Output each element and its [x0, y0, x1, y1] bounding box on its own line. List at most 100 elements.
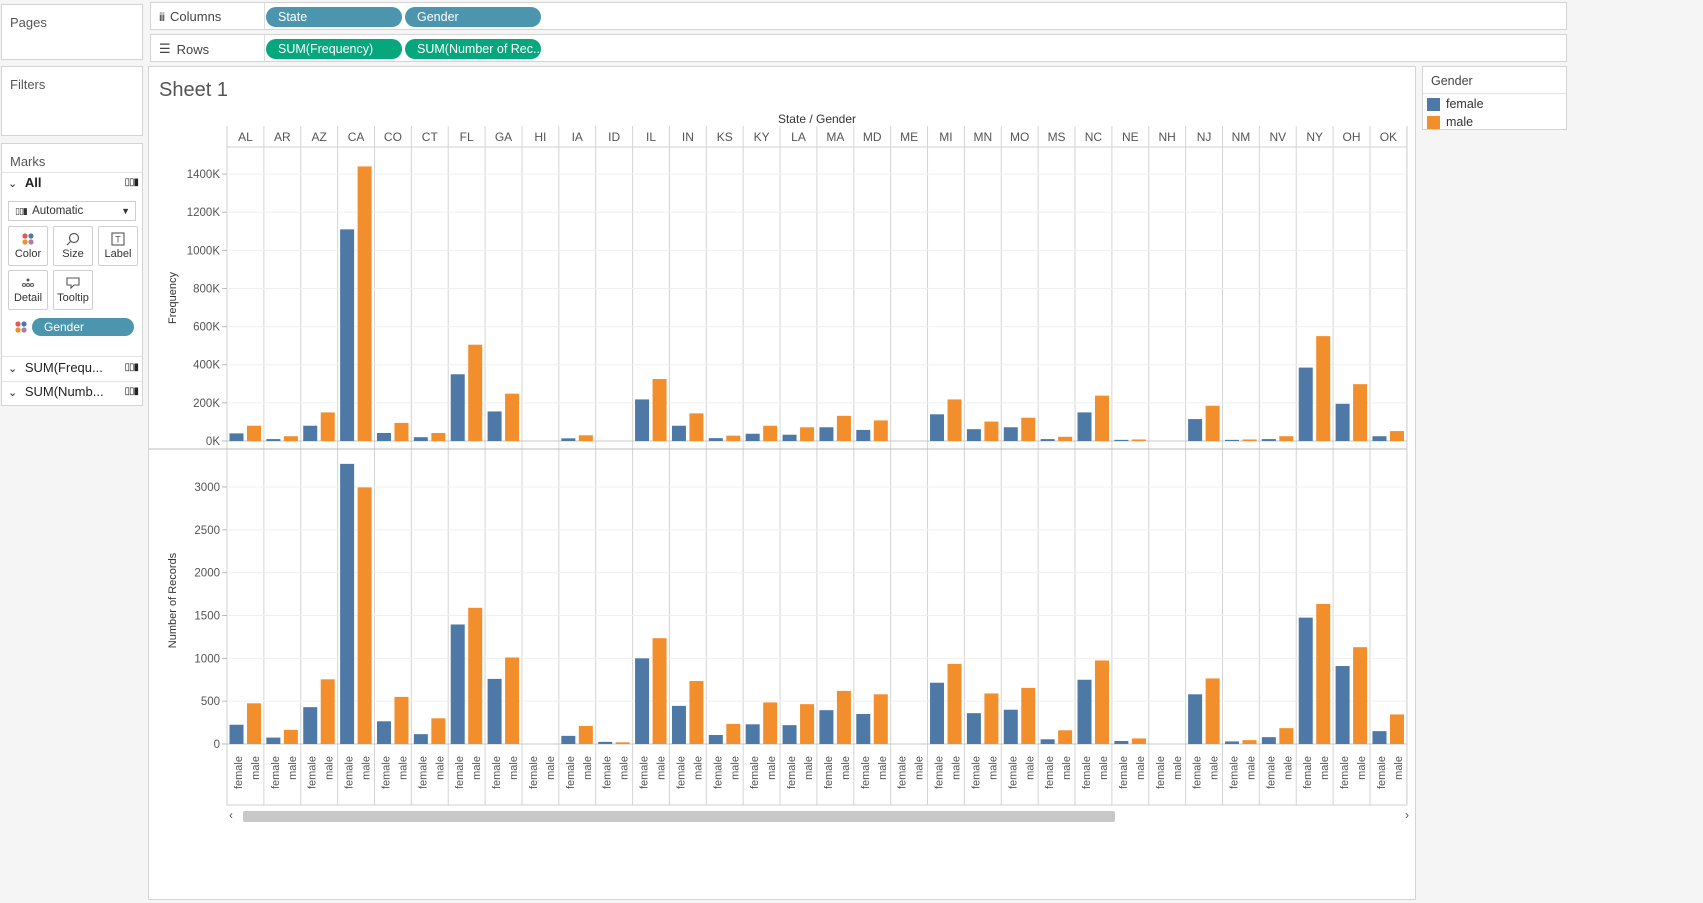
gender-label: male — [840, 756, 852, 780]
filters-card[interactable]: Filters — [1, 66, 143, 136]
bar-male — [947, 663, 962, 744]
state-label: KS — [717, 130, 733, 144]
gender-label: female — [1007, 756, 1019, 789]
bar-female — [782, 434, 797, 441]
bar-male — [1353, 384, 1368, 441]
sheet-view[interactable]: Sheet 1 State / Gender AL AR AZ CA CO CT FL GA HI… — [148, 66, 1416, 900]
bar-male — [1058, 730, 1073, 744]
bar-male — [984, 421, 999, 441]
bar-male — [1095, 660, 1110, 744]
legend-title: Gender — [1431, 74, 1473, 88]
gender-label: male — [1098, 756, 1110, 780]
bar-female — [708, 438, 723, 441]
bar-female — [745, 724, 760, 744]
chart-area[interactable]: State / Gender AL AR AZ CA CO CT FL GA HI IA ID IL IN… — [149, 107, 1415, 897]
bar-male — [873, 420, 888, 441]
marks-all-row[interactable]: ⌄ All ▯▯▮ — [8, 175, 139, 190]
bar-female — [635, 658, 650, 744]
bar-male — [283, 436, 298, 441]
marks-measure-row-records[interactable]: ⌄ SUM(Numb... ▯▯▮ — [8, 384, 139, 399]
bar-female — [1335, 403, 1350, 441]
gender-label: male — [1393, 756, 1405, 780]
columns-shelf[interactable]: iii Columns State Gender — [150, 2, 1567, 30]
bar-male — [726, 435, 741, 441]
state-label: AL — [238, 130, 253, 144]
gender-label: female — [344, 756, 356, 789]
rows-shelf[interactable]: ☰ Rows SUM(Frequency) SUM(Number of Rec.… — [150, 34, 1567, 62]
mark-type-dropdown[interactable]: ▯▯▮ Automatic ▼ — [8, 201, 136, 221]
state-label: MD — [863, 130, 882, 144]
gender-label: male — [914, 756, 926, 780]
bar-female — [1224, 741, 1239, 744]
bar-male — [431, 718, 446, 744]
bar-female — [1003, 427, 1018, 441]
color-icon — [15, 321, 27, 333]
bar-male — [1242, 740, 1257, 744]
bar-male — [431, 432, 446, 441]
gender-label: female — [823, 756, 835, 789]
detail-button[interactable]: Detail — [8, 270, 48, 310]
bar-male — [320, 412, 335, 441]
gender-label: female — [860, 756, 872, 789]
rows-pill-number-of-records[interactable]: SUM(Number of Rec.. — [405, 39, 541, 59]
state-label: ME — [900, 130, 918, 144]
bar-female — [1372, 436, 1387, 441]
bar-female — [966, 429, 981, 441]
color-button[interactable]: Color — [8, 226, 48, 266]
bar-male — [468, 344, 483, 441]
bar-male — [1131, 738, 1146, 744]
scroll-left-icon[interactable]: ‹ — [229, 808, 233, 822]
y-tick-label: 3000 — [194, 482, 220, 494]
tooltip-button[interactable]: Tooltip — [53, 270, 93, 310]
state-label: FL — [460, 130, 474, 144]
y-tick-label: 0 — [214, 739, 220, 751]
gender-label: female — [1192, 756, 1204, 789]
bar-chart-icon: ▯▯▮ — [15, 206, 28, 216]
scroll-right-icon[interactable]: › — [1405, 808, 1409, 822]
scrollbar-thumb[interactable] — [243, 811, 1115, 822]
y-tick-label: 400K — [193, 360, 220, 372]
columns-pill-gender[interactable]: Gender — [405, 7, 541, 27]
gender-label: male — [729, 756, 741, 780]
bar-female — [966, 713, 981, 744]
y-axis-title: Number of Records — [167, 552, 179, 648]
color-pill-gender[interactable]: Gender — [32, 318, 134, 336]
bar-female — [561, 735, 576, 744]
gender-label: female — [1265, 756, 1277, 789]
rows-pill-frequency[interactable]: SUM(Frequency) — [266, 39, 402, 59]
marks-title: Marks — [10, 154, 46, 169]
legend-item-male[interactable]: male — [1427, 115, 1473, 129]
y-tick-label: 1000 — [194, 653, 220, 665]
legend-item-female[interactable]: female — [1427, 97, 1484, 111]
columns-pill-state[interactable]: State — [266, 7, 402, 27]
bar-male — [836, 690, 851, 744]
horizontal-scrollbar[interactable]: ‹ › — [227, 808, 1411, 825]
bar-male — [505, 393, 520, 441]
y-tick-label: 0K — [206, 436, 220, 448]
state-label: MS — [1048, 130, 1066, 144]
marks-card[interactable]: Marks ⌄ All ▯▯▮ ▯▯▮ Automatic ▼ Color Si… — [1, 143, 143, 406]
y-tick-label: 1200K — [187, 207, 221, 219]
gender-legend[interactable]: Gender female male — [1422, 66, 1567, 130]
bar-female — [1261, 439, 1276, 441]
gender-label: female — [602, 756, 614, 789]
bar-male — [283, 729, 298, 744]
bar-male — [1058, 436, 1073, 441]
bar-female — [1077, 679, 1092, 744]
bar-male — [1279, 436, 1294, 441]
gender-label: female — [1044, 756, 1056, 789]
gender-label: male — [656, 756, 668, 780]
marks-measure-row-frequency[interactable]: ⌄ SUM(Frequ... ▯▯▮ — [8, 360, 139, 375]
bar-female — [819, 427, 834, 441]
gender-label: male — [877, 756, 889, 780]
y-tick-label: 200K — [193, 398, 220, 410]
color-encoding-row[interactable]: Gender — [10, 318, 136, 336]
gender-label: female — [1155, 756, 1167, 789]
label-button[interactable]: T Label — [98, 226, 138, 266]
bar-female — [1298, 617, 1313, 744]
pages-card[interactable]: Pages — [1, 4, 143, 60]
size-button[interactable]: Size — [53, 226, 93, 266]
bar-chart-icon: ▯▯▮ — [124, 386, 138, 397]
gender-label: male — [766, 756, 778, 780]
gender-label: male — [951, 756, 963, 780]
